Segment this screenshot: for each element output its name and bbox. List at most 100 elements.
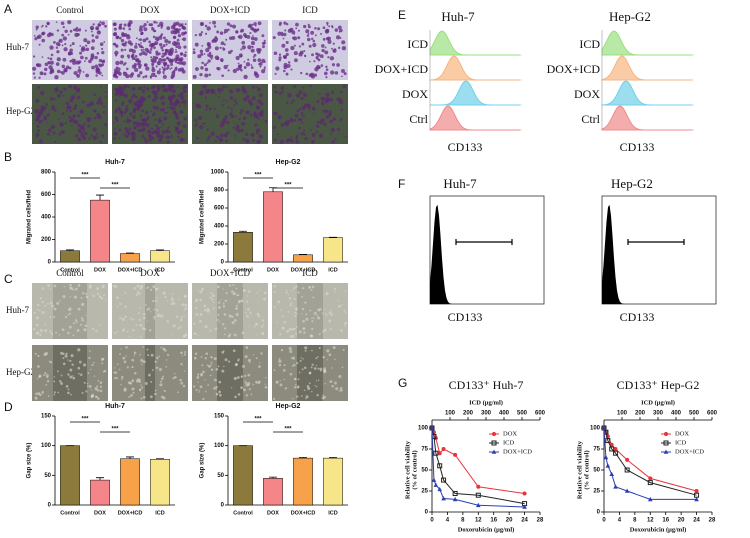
cell (177, 298, 180, 300)
cell (138, 388, 142, 391)
cell (194, 298, 199, 302)
cell (256, 28, 260, 32)
cell (77, 87, 81, 91)
cell (120, 54, 125, 59)
cell (278, 359, 282, 363)
cell (283, 69, 286, 73)
cell (138, 65, 142, 69)
cell (125, 316, 127, 319)
cell (198, 391, 200, 393)
y-tick-label: 800 (214, 188, 225, 194)
cell (223, 313, 227, 316)
cell (177, 34, 182, 38)
cell (213, 306, 215, 309)
marker (453, 452, 458, 457)
cell (296, 312, 298, 315)
cell (101, 357, 105, 361)
cell (257, 381, 261, 384)
marker (492, 432, 496, 436)
cell (315, 357, 318, 360)
cell (315, 130, 319, 134)
cell (41, 300, 44, 303)
cell (224, 115, 228, 119)
y-tick-label: 0 (48, 503, 52, 509)
cell (281, 315, 284, 318)
cell (90, 394, 94, 398)
cell (130, 72, 135, 76)
cell (153, 318, 155, 320)
cell (164, 48, 169, 53)
cell (256, 312, 260, 316)
cell (329, 380, 333, 384)
cell (46, 33, 51, 38)
cell (85, 73, 90, 78)
cell (313, 73, 318, 77)
cell (99, 21, 102, 24)
cell (199, 298, 203, 302)
cell (203, 308, 207, 312)
cell (209, 329, 212, 332)
cell (278, 56, 282, 60)
cell (144, 63, 147, 66)
cell (72, 60, 77, 65)
cell (163, 36, 166, 40)
cell (171, 89, 176, 94)
cell (81, 100, 85, 104)
cell (223, 350, 225, 352)
cell (39, 71, 44, 76)
cell (143, 316, 146, 320)
cell (60, 351, 64, 355)
cell (314, 385, 316, 387)
cell (161, 66, 164, 69)
cell (213, 378, 217, 382)
cell (245, 62, 251, 67)
cell (221, 120, 226, 125)
cell (290, 45, 295, 51)
cell (184, 104, 186, 107)
cell (202, 370, 205, 374)
column-header: DOX (140, 268, 160, 278)
cell (41, 119, 44, 122)
cell (296, 395, 299, 398)
cell (50, 124, 56, 130)
cell (38, 111, 42, 116)
cell (151, 27, 155, 31)
cell (301, 42, 305, 46)
cell (131, 318, 135, 321)
cell (201, 61, 204, 65)
marker (663, 449, 669, 454)
cell (211, 89, 216, 94)
x-tick-label: DOX+ICD (291, 510, 316, 516)
cell (118, 72, 122, 76)
x-tick-label: 0 (430, 518, 434, 524)
cell (225, 139, 228, 143)
cell (152, 35, 156, 39)
cell (133, 287, 137, 290)
cell (121, 317, 125, 321)
cell (151, 68, 156, 73)
marker (603, 454, 609, 460)
cell (124, 134, 129, 139)
cell (156, 126, 160, 131)
cell (277, 114, 282, 119)
cell (278, 117, 281, 120)
cell (81, 392, 84, 395)
cell (76, 74, 81, 78)
cell (285, 101, 289, 104)
cell (82, 71, 85, 73)
significance-label: *** (111, 183, 119, 189)
cell (240, 109, 244, 113)
cell (163, 117, 167, 121)
cell (308, 382, 311, 385)
cell (36, 323, 39, 327)
cell (257, 315, 260, 318)
cell (161, 107, 166, 112)
legend-label: DOX+ICD (503, 448, 532, 455)
y-tick-label: 400 (41, 215, 52, 221)
cell (243, 66, 247, 69)
cell (241, 331, 245, 335)
cell (297, 29, 300, 32)
cell (277, 300, 281, 304)
cell (140, 31, 144, 35)
cell (75, 321, 78, 323)
